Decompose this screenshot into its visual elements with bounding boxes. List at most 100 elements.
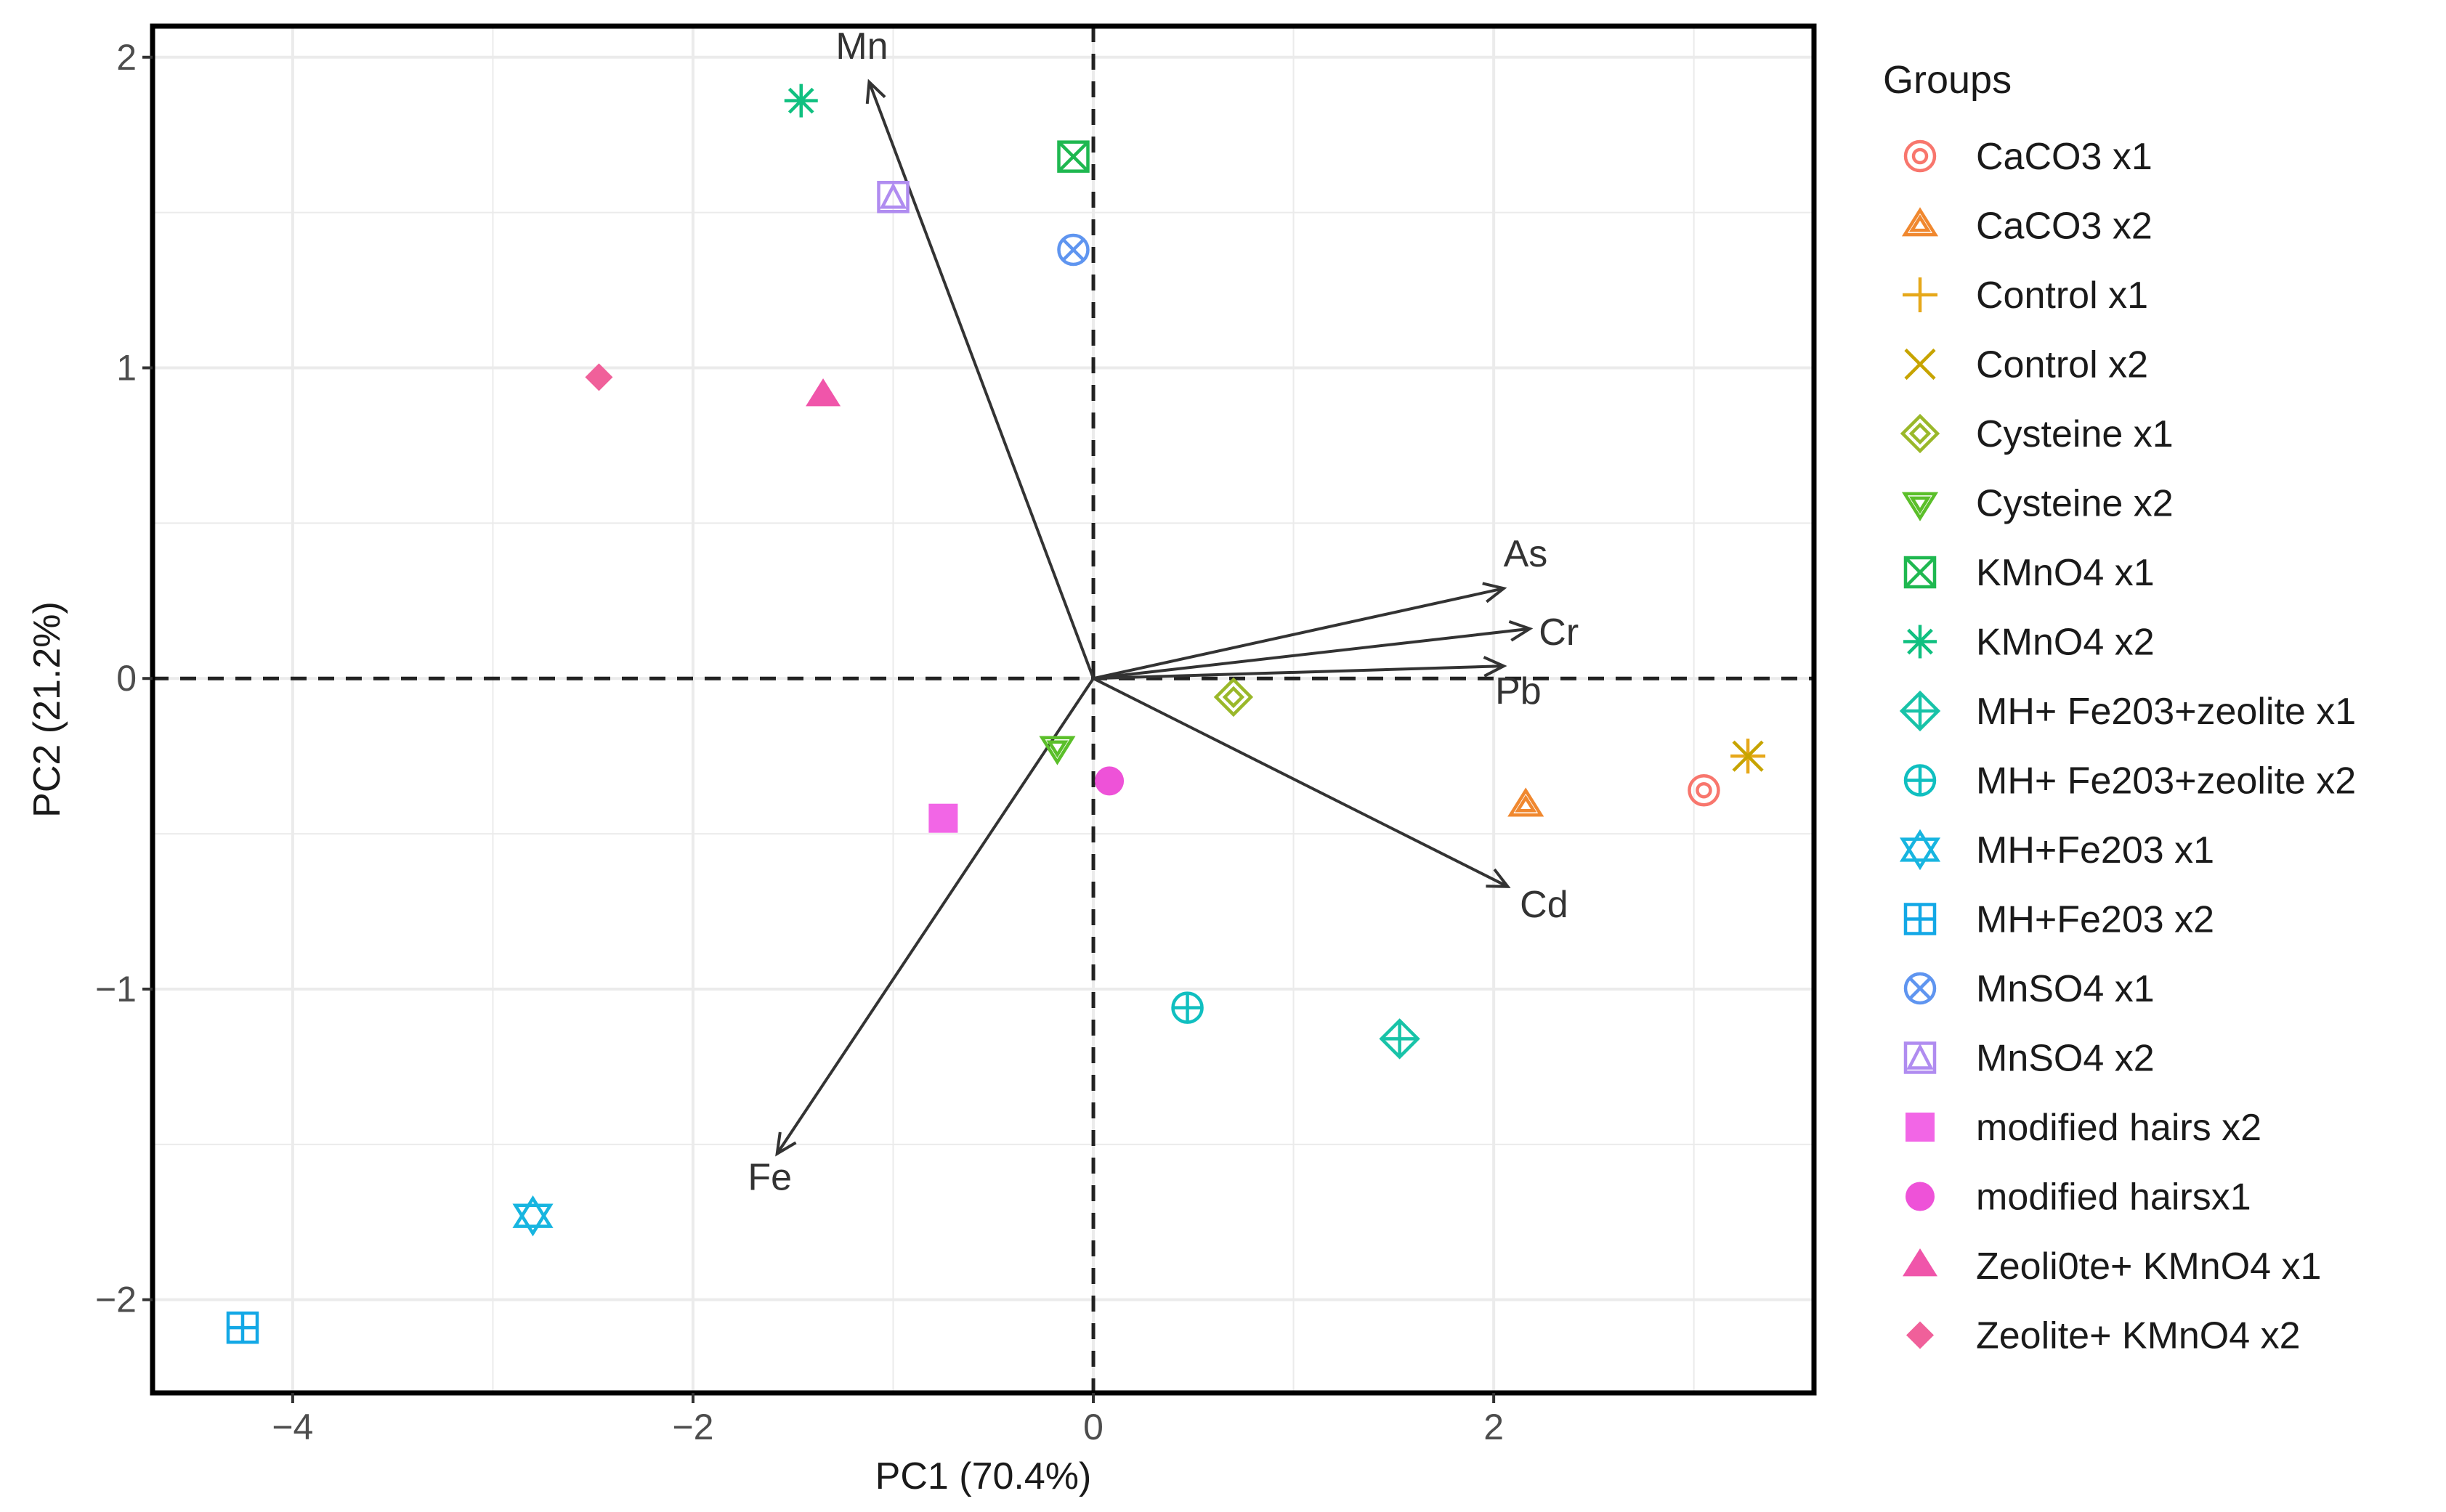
legend-label: modified hairsx1 [1976,1176,2251,1219]
legend-item-mnso4-x2: MnSO4 x2 [1903,1038,2155,1080]
legend-key-mh-fe203-zeolite-x1 [1899,690,1941,732]
plot-panel-border [150,23,1817,1396]
legend-key-mnso4-x2 [1903,1041,1937,1074]
loading-arrow-cd [1093,677,1509,888]
legend-label: MH+ Fe203+zeolite x2 [1976,760,2356,802]
legend-key-mh-fe203-zeolite-x2 [1903,764,1937,797]
y-tick-label: 2 [116,37,137,78]
legend-item-mh-fe203-x1: MH+Fe203 x1 [1899,829,2214,871]
point-zeolite-kmno4-x2 [585,363,613,391]
loading-arrowhead-cr [1508,620,1534,642]
loading-label-mn: Mn [835,25,888,68]
legend-label: modified hairs x2 [1976,1107,2261,1149]
legend-item-control-x2: Control x2 [1904,344,2148,386]
legend-key-modified-hairsx1 [1906,1182,1935,1211]
legend-item-zeolite-kmno4-x2: Zeolite+ KMnO4 x2 [1906,1315,2301,1357]
loading-label-as: As [1504,533,1548,575]
loading-arrowhead-mn [865,78,886,105]
legend-label: CaCO3 x1 [1976,136,2153,178]
y-tick-label: −2 [95,1280,137,1320]
point-control-x2 [1732,740,1764,772]
legend-key-mh-fe203-x1 [1899,829,1941,871]
point-modified-hairs-x2 [928,803,958,833]
point-cysteine-x2 [1039,736,1076,765]
y-tick-label: 0 [116,658,137,699]
legend-item-kmno4-x2: KMnO4 x2 [1903,622,2155,664]
legend-item-zeoli0te-kmno4-x1: Zeoli0te+ KMnO4 x1 [1903,1245,2321,1288]
legend-label: KMnO4 x2 [1976,622,2155,664]
y-tick-label: 1 [116,348,137,389]
point-zeoli0te-kmno4-x1 [806,378,841,407]
legend-key-modified-hairs-x2 [1906,1113,1935,1142]
loading-arrowhead-cd [1486,868,1511,888]
legend-key-caco3-x1 [1903,139,1937,173]
legend: Groups CaCO3 x1 CaCO3 x2 Control x1 Control… [1883,58,2356,1357]
axis-ticks: −4 −2 0 2 −2 −1 0 1 2 [95,37,1504,1447]
x-axis-title: PC1 (70.4%) [875,1455,1092,1497]
x-tick-label: −2 [672,1407,713,1447]
grid-lines [153,26,1814,1393]
legend-item-mh-fe203-zeolite-x1: MH+ Fe203+zeolite x1 [1899,690,2356,733]
loading-label-cr: Cr [1539,611,1579,654]
legend-item-modified-hairs-x2: modified hairs x2 [1906,1107,2261,1149]
loading-label-pb: Pb [1495,670,1542,712]
legend-item-caco3-x1: CaCO3 x1 [1903,136,2153,178]
legend-label: Zeoli0te+ KMnO4 x1 [1976,1245,2321,1288]
legend-label: Control x2 [1976,344,2148,386]
legend-key-cysteine-x2 [1901,492,1939,521]
point-mnso4-x1 [1057,233,1090,267]
loading-arrow-fe [776,678,1095,1155]
legend-key-zeoli0te-kmno4-x1 [1903,1248,1937,1277]
legend-item-modified-hairsx1: modified hairsx1 [1906,1176,2251,1219]
legend-label: MH+ Fe203+zeolite x1 [1976,691,2356,733]
loading-arrowhead-pb [1483,656,1507,678]
loading-arrowhead-fe [775,1131,797,1157]
legend-label: MH+Fe203 x1 [1976,829,2214,871]
legend-key-zeolite-kmno4-x2 [1906,1321,1934,1349]
point-mnso4-x2 [877,181,910,214]
legend-item-mh-fe203-zeolite-x2: MH+ Fe203+zeolite x2 [1903,760,2356,802]
legend-item-kmno4-x1: KMnO4 x1 [1903,552,2155,594]
legend-key-caco3-x2 [1901,207,1939,237]
x-tick-label: −4 [272,1407,313,1447]
legend-key-kmno4-x1 [1903,556,1937,589]
point-modified-hairsx1 [1095,766,1125,796]
legend-key-kmno4-x2 [1903,625,1937,659]
point-kmno4-x2 [784,84,818,118]
legend-key-control-x2 [1904,348,1936,381]
legend-item-mnso4-x1: MnSO4 x1 [1903,968,2155,1010]
point-mh-fe203-x2 [226,1311,259,1344]
legend-label: MH+Fe203 x2 [1976,899,2214,941]
legend-label: Zeolite+ KMnO4 x2 [1976,1315,2301,1357]
legend-key-control-x1 [1903,277,1937,312]
point-caco3-x1 [1688,773,1720,807]
loading-label-fe: Fe [748,1157,792,1199]
data-points [226,84,1766,1344]
point-cysteine-x1 [1213,677,1254,718]
loading-arrow-pb [1093,664,1504,680]
legend-item-cysteine-x2: Cysteine x2 [1901,483,2174,525]
loading-vectors: Mn As Cr Pb Cd Fe [748,25,1579,1199]
legend-label: MnSO4 x1 [1976,968,2155,1010]
y-axis-title: PC2 (21.2%) [26,601,68,818]
legend-label: MnSO4 x2 [1976,1038,2155,1080]
legend-label: KMnO4 x1 [1976,552,2155,594]
legend-label: Cysteine x2 [1976,483,2174,525]
legend-label: CaCO3 x2 [1976,206,2153,248]
zero-reference-lines [153,26,1814,1393]
legend-key-mh-fe203-x2 [1903,903,1937,935]
legend-key-cysteine-x1 [1900,413,1940,454]
legend-item-caco3-x2: CaCO3 x2 [1901,206,2153,248]
point-caco3-x2 [1507,787,1544,817]
point-mh-fe203-zeolite-x2 [1171,991,1204,1024]
x-tick-label: 0 [1083,1407,1103,1447]
point-mh-fe203-x1 [512,1195,554,1237]
legend-item-control-x1: Control x1 [1903,275,2148,317]
legend-item-cysteine-x1: Cysteine x1 [1900,413,2174,455]
loading-arrowhead-as [1482,582,1507,603]
legend-title: Groups [1883,58,2012,102]
point-kmno4-x1 [1057,140,1090,173]
point-mh-fe203-zeolite-x1 [1379,1018,1420,1060]
legend-item-mh-fe203-x2: MH+Fe203 x2 [1903,899,2214,941]
